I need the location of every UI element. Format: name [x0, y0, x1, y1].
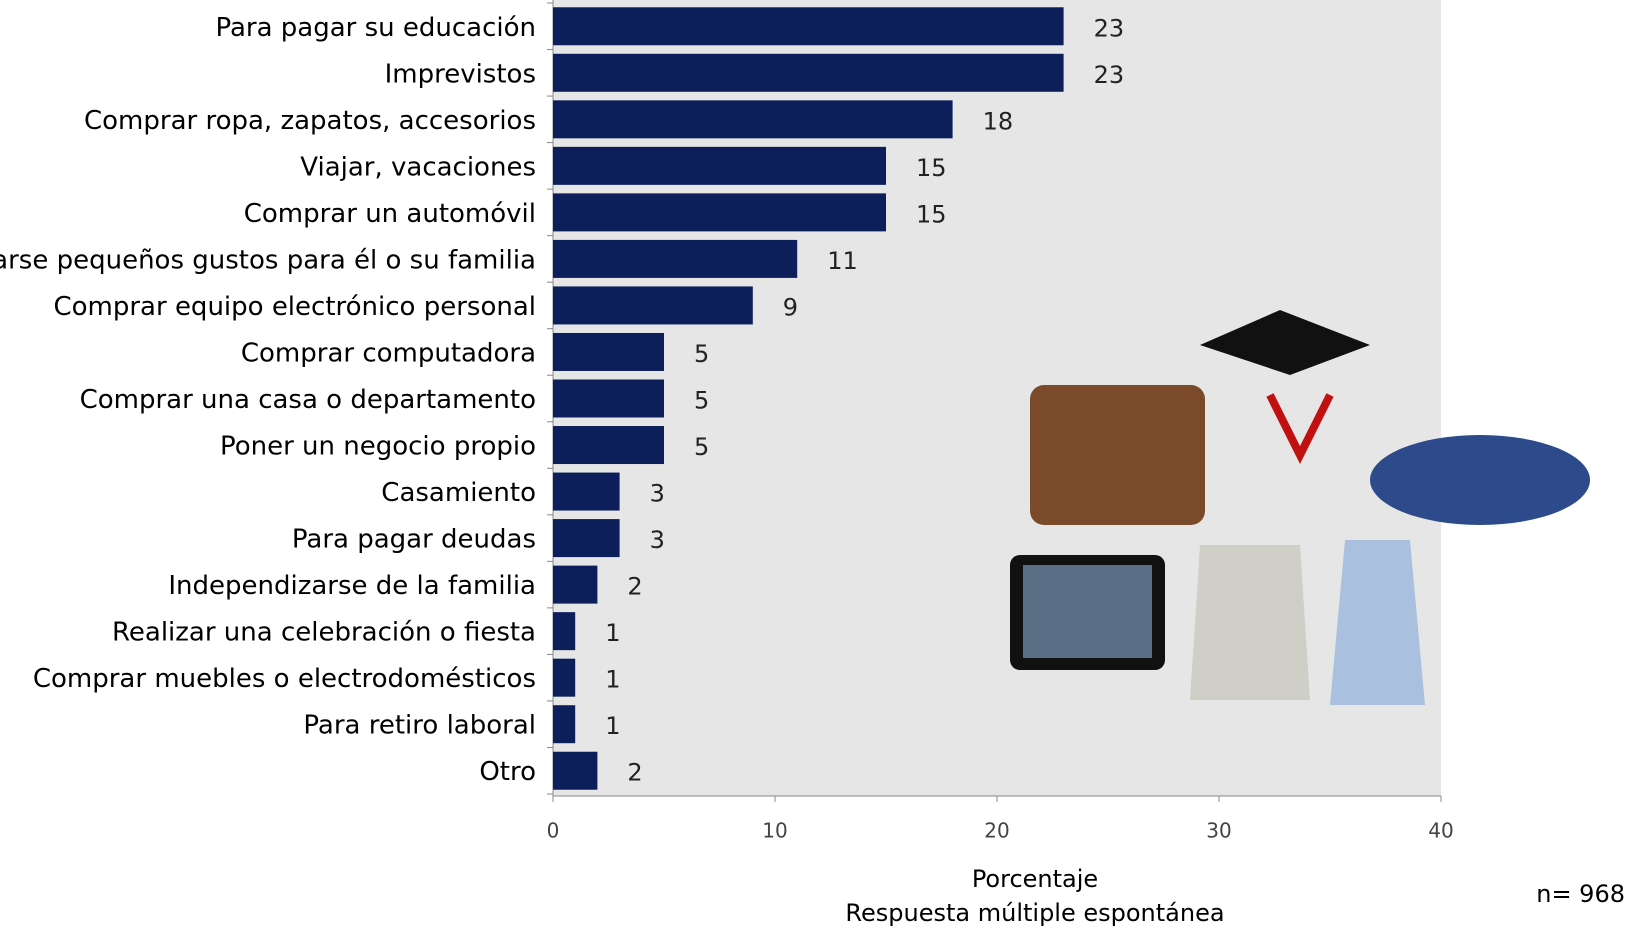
- category-label: Comprar equipo electrónico personal: [53, 292, 536, 322]
- sample-note: n= 968: [1536, 880, 1625, 908]
- value-label: 23: [1094, 14, 1125, 42]
- value-label: 23: [1094, 61, 1125, 89]
- bar: [553, 193, 886, 232]
- x-axis-note: Respuesta múltiple espontánea: [845, 899, 1224, 927]
- category-label: Poner un negocio propio: [220, 432, 536, 462]
- bar: [553, 472, 620, 511]
- bar: [553, 565, 598, 604]
- category-label: Para retiro laboral: [303, 711, 536, 741]
- value-label: 3: [650, 526, 665, 554]
- bar: [553, 426, 664, 465]
- category-label: Comprar computadora: [241, 338, 536, 368]
- bar: [553, 658, 576, 697]
- bar: [553, 286, 753, 325]
- decorative-images: [1010, 310, 1590, 705]
- tablet-screen: [1023, 565, 1152, 658]
- x-axis-label: Porcentaje: [972, 865, 1098, 893]
- category-label: Realizar una celebración o fiesta: [112, 618, 536, 648]
- x-tick-label: 0: [547, 819, 560, 843]
- category-label: Para pagar deudas: [292, 525, 536, 555]
- bar: [553, 7, 1064, 46]
- value-label: 2: [627, 759, 642, 787]
- value-label: 9: [783, 293, 798, 321]
- category-label: Para pagar su educación: [215, 13, 536, 43]
- bar: [553, 519, 620, 558]
- x-tick-label: 40: [1428, 819, 1453, 843]
- category-label: Comprar muebles o electrodomésticos: [33, 664, 536, 694]
- bar: [553, 146, 886, 185]
- value-label: 1: [605, 666, 620, 694]
- bar: [553, 239, 798, 278]
- category-label: Comprar un automóvil: [244, 199, 536, 229]
- category-label: Darse pequeños gustos para él o su famil…: [0, 245, 536, 275]
- category-label: Comprar una casa o departamento: [80, 385, 536, 415]
- value-label: 11: [827, 247, 858, 275]
- graduation-cap: [1200, 310, 1370, 375]
- value-label: 15: [916, 200, 947, 228]
- shirt: [1190, 545, 1310, 700]
- bar: [553, 100, 953, 139]
- value-label: 5: [694, 340, 709, 368]
- category-label: Casamiento: [381, 478, 536, 508]
- ribbon: [1266, 393, 1334, 464]
- value-label: 18: [983, 107, 1014, 135]
- value-label: 5: [694, 387, 709, 415]
- value-label: 3: [650, 480, 665, 508]
- top: [1330, 540, 1425, 705]
- value-label: 1: [605, 619, 620, 647]
- category-label: Viajar, vacaciones: [300, 152, 536, 182]
- bar: [553, 332, 664, 371]
- car: [1370, 435, 1590, 525]
- value-label: 15: [916, 154, 947, 182]
- bar: [553, 705, 576, 744]
- bar: [553, 612, 576, 651]
- bar: [553, 751, 598, 790]
- value-label: 5: [694, 433, 709, 461]
- x-tick-label: 30: [1206, 819, 1231, 843]
- category-label: Imprevistos: [385, 59, 536, 89]
- value-label: 1: [605, 712, 620, 740]
- bar: [553, 379, 664, 418]
- bar: [553, 53, 1064, 92]
- suitcase: [1030, 385, 1205, 525]
- category-label: Independizarse de la familia: [168, 571, 536, 601]
- value-label: 2: [627, 573, 642, 601]
- x-tick-label: 20: [984, 819, 1009, 843]
- x-tick-label: 10: [762, 819, 787, 843]
- category-label: Otro: [479, 757, 536, 787]
- category-label: Comprar ropa, zapatos, accesorios: [84, 106, 536, 136]
